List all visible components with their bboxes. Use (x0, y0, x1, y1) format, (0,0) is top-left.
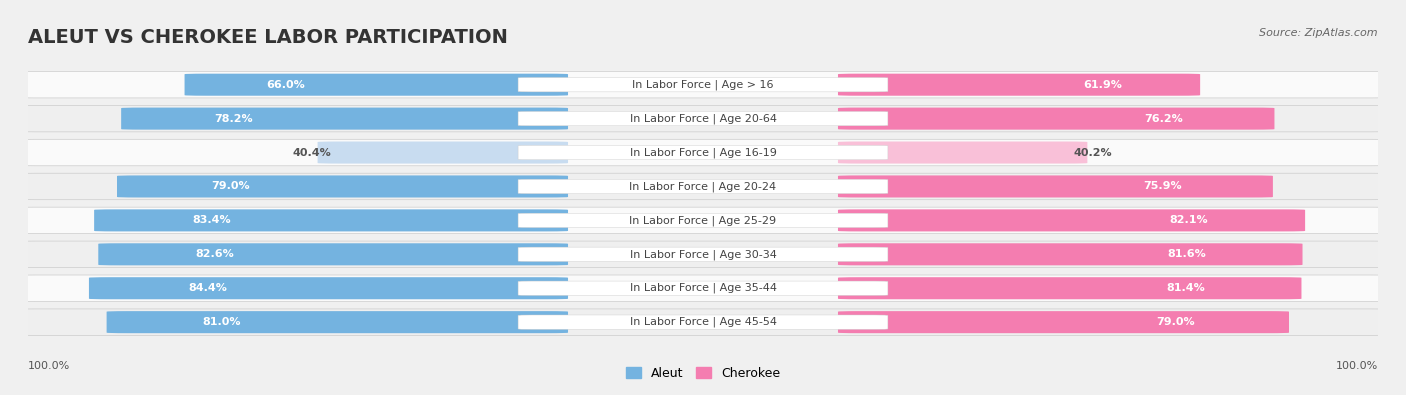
FancyBboxPatch shape (21, 241, 1385, 267)
Text: 81.0%: 81.0% (202, 317, 240, 327)
Text: 84.4%: 84.4% (188, 283, 226, 293)
Text: In Labor Force | Age 30-34: In Labor Force | Age 30-34 (630, 249, 776, 260)
FancyBboxPatch shape (107, 311, 568, 333)
Text: ALEUT VS CHEROKEE LABOR PARTICIPATION: ALEUT VS CHEROKEE LABOR PARTICIPATION (28, 28, 508, 47)
FancyBboxPatch shape (517, 281, 889, 295)
Text: In Labor Force | Age 20-24: In Labor Force | Age 20-24 (630, 181, 776, 192)
Text: 83.4%: 83.4% (193, 215, 231, 226)
FancyBboxPatch shape (838, 243, 1302, 265)
Text: 82.6%: 82.6% (195, 249, 235, 259)
Text: 100.0%: 100.0% (28, 361, 70, 371)
FancyBboxPatch shape (21, 309, 1385, 335)
FancyBboxPatch shape (21, 139, 1385, 166)
Text: In Labor Force | Age 16-19: In Labor Force | Age 16-19 (630, 147, 776, 158)
Text: 66.0%: 66.0% (267, 80, 305, 90)
FancyBboxPatch shape (517, 77, 889, 92)
FancyBboxPatch shape (517, 213, 889, 228)
FancyBboxPatch shape (838, 277, 1302, 299)
Legend: Aleut, Cherokee: Aleut, Cherokee (621, 362, 785, 385)
Text: In Labor Force | Age > 16: In Labor Force | Age > 16 (633, 79, 773, 90)
FancyBboxPatch shape (184, 73, 568, 96)
FancyBboxPatch shape (21, 71, 1385, 98)
Text: In Labor Force | Age 20-64: In Labor Force | Age 20-64 (630, 113, 776, 124)
Text: 40.2%: 40.2% (1074, 148, 1112, 158)
FancyBboxPatch shape (838, 311, 1289, 333)
FancyBboxPatch shape (21, 105, 1385, 132)
FancyBboxPatch shape (121, 107, 568, 130)
Text: 40.4%: 40.4% (292, 148, 330, 158)
Text: 76.2%: 76.2% (1144, 114, 1182, 124)
FancyBboxPatch shape (21, 173, 1385, 200)
FancyBboxPatch shape (318, 141, 568, 164)
Text: 61.9%: 61.9% (1083, 80, 1122, 90)
Text: In Labor Force | Age 25-29: In Labor Force | Age 25-29 (630, 215, 776, 226)
FancyBboxPatch shape (838, 175, 1272, 198)
FancyBboxPatch shape (94, 209, 568, 231)
Text: 79.0%: 79.0% (1156, 317, 1195, 327)
FancyBboxPatch shape (517, 145, 889, 160)
Text: 79.0%: 79.0% (211, 181, 250, 192)
Text: In Labor Force | Age 45-54: In Labor Force | Age 45-54 (630, 317, 776, 327)
FancyBboxPatch shape (117, 175, 568, 198)
FancyBboxPatch shape (21, 275, 1385, 301)
FancyBboxPatch shape (517, 247, 889, 261)
Text: 82.1%: 82.1% (1170, 215, 1208, 226)
Text: 78.2%: 78.2% (215, 114, 253, 124)
Text: 75.9%: 75.9% (1143, 181, 1181, 192)
FancyBboxPatch shape (838, 73, 1201, 96)
FancyBboxPatch shape (838, 107, 1274, 130)
Text: 81.4%: 81.4% (1167, 283, 1205, 293)
FancyBboxPatch shape (98, 243, 568, 265)
Text: 100.0%: 100.0% (1336, 361, 1378, 371)
Text: In Labor Force | Age 35-44: In Labor Force | Age 35-44 (630, 283, 776, 293)
FancyBboxPatch shape (517, 111, 889, 126)
FancyBboxPatch shape (517, 179, 889, 194)
Text: Source: ZipAtlas.com: Source: ZipAtlas.com (1260, 28, 1378, 38)
Text: 81.6%: 81.6% (1167, 249, 1206, 259)
FancyBboxPatch shape (517, 315, 889, 329)
FancyBboxPatch shape (838, 141, 1087, 164)
FancyBboxPatch shape (21, 207, 1385, 233)
FancyBboxPatch shape (838, 209, 1305, 231)
FancyBboxPatch shape (89, 277, 568, 299)
